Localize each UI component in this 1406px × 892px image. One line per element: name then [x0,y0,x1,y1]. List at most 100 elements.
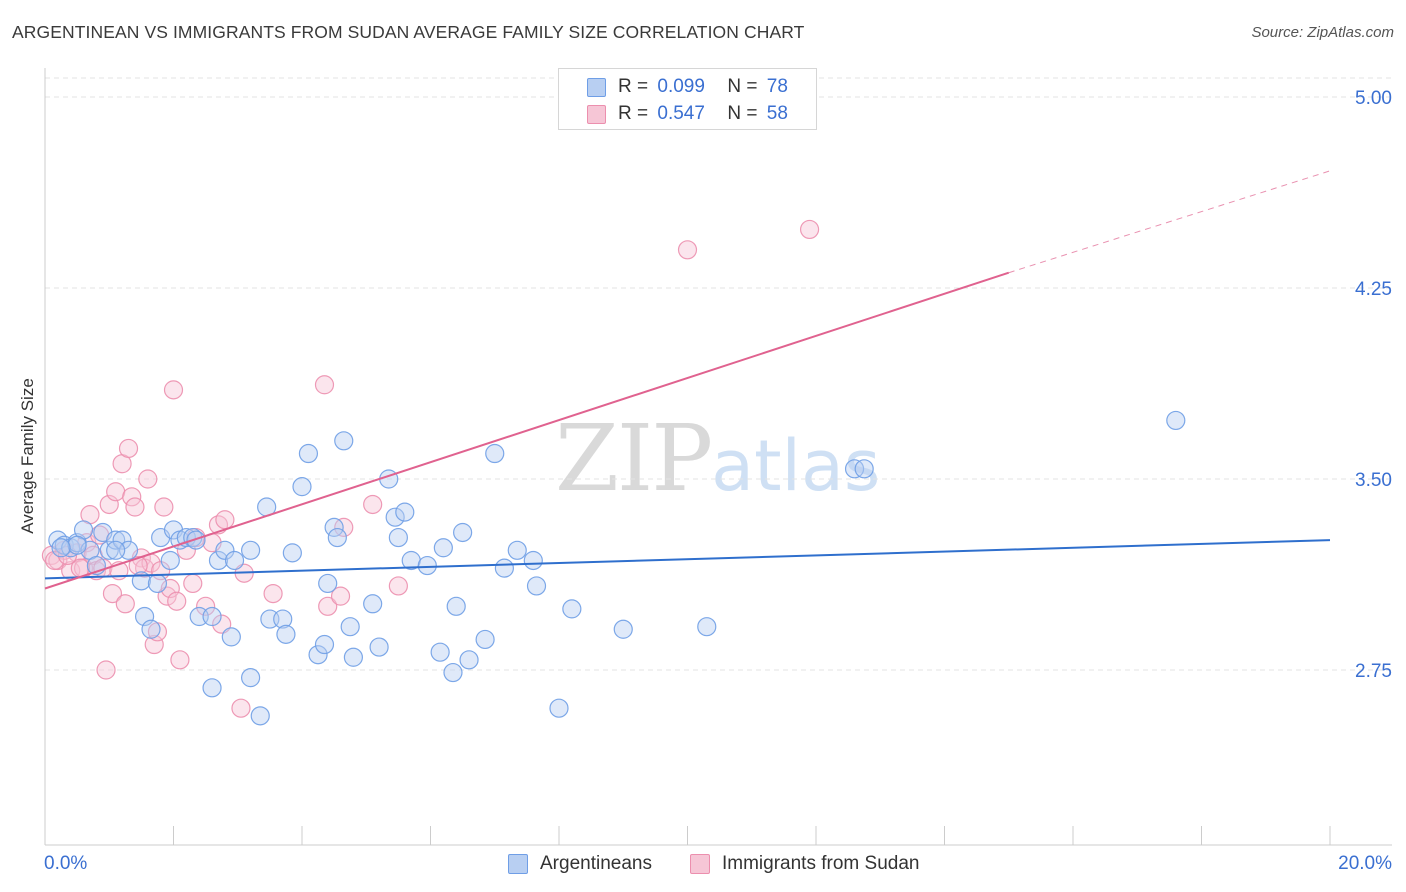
argentineans-point [854,459,874,479]
sudan-trend-line [44,271,1010,590]
argentineans-point [385,507,405,527]
sudan-point [154,497,174,517]
legend-r-value: 0.099 [657,76,705,97]
argentineans-point [221,627,241,647]
sudan-point [231,698,251,718]
argentineans-point [106,540,126,560]
argentineans-point [523,550,543,571]
y-axis-title: Average Family Size [18,378,37,534]
argentineans-point [379,469,399,489]
argentineans-point [327,527,347,548]
sudan-point [163,380,184,400]
argentineans-point [298,443,319,464]
trend-lines [44,170,1331,590]
tick-labels: 2.75 3.50 4.25 5.00 0.0% 20.0% [44,88,1392,874]
argentineans-point [208,550,229,571]
argentineans-point [160,550,180,571]
sudan-point [388,576,408,596]
sudan-points [41,219,820,718]
argentineans-point [314,634,335,655]
chart-title: ARGENTINEAN VS IMMIGRANTS FROM SUDAN AVE… [12,22,805,42]
sudan-point [106,482,126,502]
sudan-point [799,219,820,240]
sudan-point [170,650,190,670]
bottom-legend-sudan: Immigrants from Sudan [690,851,919,877]
sudan-point [115,594,135,614]
watermark-atlas: atlas [711,425,881,507]
x-tick-label-max: 20.0% [1338,853,1392,874]
argentineans-point [276,624,296,644]
argentineans-point [112,530,132,550]
argentineans-point [67,535,87,555]
argentineans-point [250,706,270,726]
sudan-point [318,596,338,616]
argentineans-point [340,617,360,637]
source-label: Source: ZipAtlas.com [1251,24,1394,41]
argentineans-point [202,678,222,698]
sudan-point [212,614,232,634]
sudan-point [144,634,164,655]
watermark-zip: ZIP [555,405,713,512]
argentineans-point [51,538,71,558]
argentineans-point [494,558,514,578]
sudan-point [363,494,383,515]
legend-row-sudan: R = 0.547 N = 58 [587,103,788,125]
sudan-point [215,510,235,530]
argentineans-point [395,502,415,522]
legend-swatch-argentineans [587,77,606,97]
y-tick-label: 5.00 [1355,88,1392,109]
legend-r-label: R = [618,76,649,97]
argentineans-point [282,543,302,563]
x-tick-label-min: 0.0% [44,853,87,874]
legend-n-label: N = [727,76,758,97]
sudan-point [196,596,216,616]
sudan-point [334,517,354,537]
argentineans-point [443,662,463,683]
argentineans-point [202,606,222,627]
argentineans-point [844,459,865,479]
sudan-point [330,586,351,606]
argentineans-point [485,443,505,464]
legend-swatch-sudan [587,104,606,124]
argentineans-point [99,540,119,560]
argentineans-point [433,538,453,558]
y-tick-label: 3.50 [1355,470,1392,491]
y-tick-label: 4.25 [1355,279,1392,300]
correlation-legend: R = 0.099 N = 78 R = 0.547 N = 58 [558,68,817,130]
bottom-legend-swatch-sudan [690,854,710,874]
argentineans-point [141,619,161,639]
argentineans-point [562,599,582,619]
argentineans-point [224,550,245,571]
argentineans-point [430,642,450,662]
argentineans-point [186,530,206,550]
argentineans-point [106,530,126,550]
argentineans-point [459,650,479,670]
legend-n-value: 78 [766,76,788,97]
y-tick-label: 2.75 [1355,661,1392,682]
argentineans-point [1166,410,1186,431]
bottom-legend-label-sudan: Immigrants from Sudan [722,853,920,874]
argentineans-point [292,477,312,497]
sudan-point [118,438,139,459]
argentineans-trend-line [44,539,1331,580]
sudan-point [314,375,335,395]
argentineans-point [334,431,354,451]
argentineans-point [417,555,437,576]
bottom-legend-label-argentineans: Argentineans [540,853,652,874]
axes [44,68,1392,846]
argentineans-point [241,668,261,688]
sudan-point [96,660,116,680]
sudan-point [167,591,187,611]
legend-n-value: 58 [766,103,788,124]
argentineans-point [343,647,363,667]
argentineans-point [453,522,473,543]
sudan-trend-extension [1008,170,1331,274]
sudan-point [183,573,203,594]
bottom-legend-argentineans: Argentineans [508,851,652,877]
watermark-logo: ZIPatlas [555,405,880,512]
legend-r-label: R = [618,103,649,124]
argentineans-point [697,617,717,637]
legend-row-argentineans: R = 0.099 N = 78 [587,76,788,98]
argentineans-point [363,594,383,614]
